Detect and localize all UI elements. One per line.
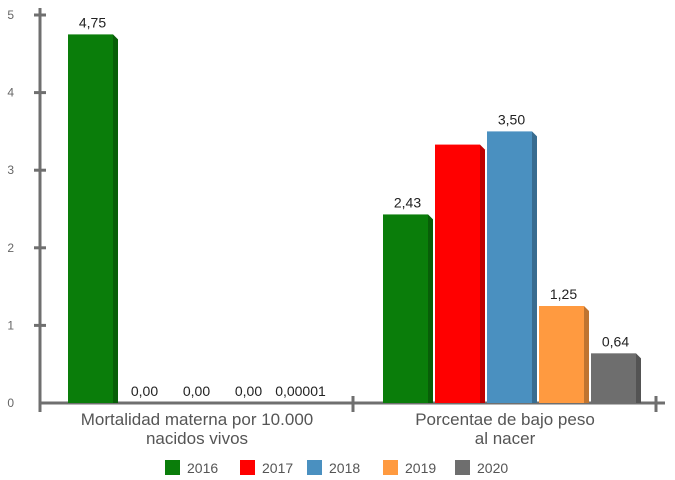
- bar-side-2016-1: [428, 214, 433, 403]
- legend-swatch-2020: [455, 460, 470, 475]
- chart-data-labels: 4,75 2,43 0,00 0,00 3,50 0,00 1,25 0,00001 0,64: [79, 14, 629, 399]
- bar-side-2019-1: [584, 306, 589, 403]
- data-label-2020-0: 0,00001: [275, 383, 326, 399]
- bar-2018-1: [487, 131, 532, 403]
- y-tick-label-0: 0: [7, 396, 14, 410]
- category-label-1-line-0: Porcentae de bajo peso: [415, 410, 595, 429]
- data-label-2016-0: 4,75: [79, 14, 106, 30]
- legend-label-2018: 2018: [329, 460, 360, 476]
- data-label-2019-1: 1,25: [550, 286, 577, 302]
- bar-side-2020-1: [636, 353, 641, 403]
- y-tick-label-1: 1: [7, 318, 14, 332]
- data-label-2018-0: 0,00: [183, 383, 210, 399]
- chart-legend: 2016 2017 2018 2019 2020: [165, 460, 508, 476]
- data-label-2017-0: 0,00: [131, 383, 158, 399]
- y-tick-label-4: 4: [7, 86, 14, 100]
- legend-label-2019: 2019: [405, 460, 436, 476]
- category-label-0-line-0: Mortalidad materna por 10.000: [81, 410, 313, 429]
- bar-2016-1: [383, 214, 428, 403]
- legend-label-2016: 2016: [187, 460, 218, 476]
- category-label-1-line-1: al nacer: [475, 429, 536, 448]
- legend-label-2020: 2020: [477, 460, 508, 476]
- bar-2020-1: [591, 353, 636, 403]
- bar-side-2018-1: [532, 131, 537, 403]
- data-label-2020-1: 0,64: [602, 333, 629, 349]
- bar-2017-1: [435, 144, 480, 404]
- legend-swatch-2016: [165, 460, 180, 475]
- legend-label-2017: 2017: [262, 460, 293, 476]
- bar-side-2016-0: [113, 34, 118, 404]
- data-label-2016-1: 2,43: [394, 194, 421, 210]
- chart-category-labels: Mortalidad materna por 10.000 nacidos viv…: [81, 410, 595, 448]
- category-label-1: Porcentae de bajo peso al nacer: [415, 410, 595, 448]
- legend-swatch-2017: [240, 460, 255, 475]
- category-label-0: Mortalidad materna por 10.000 nacidos viv…: [81, 410, 313, 448]
- bar-side-2017-1: [480, 144, 485, 404]
- legend-swatch-2018: [307, 460, 322, 475]
- y-tick-label-2: 2: [7, 241, 14, 255]
- data-label-2019-0: 0,00: [235, 383, 262, 399]
- legend-swatch-2019: [383, 460, 398, 475]
- category-label-0-line-1: nacidos vivos: [146, 429, 248, 448]
- data-label-2018-1: 3,50: [498, 111, 525, 127]
- bar-2016-0: [68, 34, 113, 404]
- bar-2019-1: [539, 306, 584, 403]
- y-tick-label-3: 3: [7, 163, 14, 177]
- y-tick-label-5: 5: [7, 8, 14, 22]
- chart-bars: [68, 34, 641, 404]
